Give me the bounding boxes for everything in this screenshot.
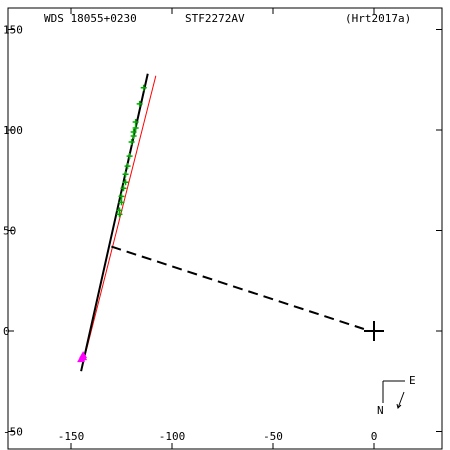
observation-plus-point [128,139,135,146]
axis-ticks [8,8,442,449]
observation-plus-point [140,84,147,91]
observation-plus-point [126,153,133,160]
observation-plus-point [132,118,139,125]
x-tick-label: -50 [263,430,283,443]
header-reference: (Hrt2017a) [345,12,411,25]
x-tick-label: 0 [371,430,378,443]
plot-frame [7,7,443,450]
observation-plus-point [124,163,131,170]
axis-tick-labels: -150 -100 -50 0 -50 0 50 100 150 [3,24,377,444]
observation-plus-point [116,211,123,218]
x-tick-label: -100 [159,430,186,443]
header-star-name: STF2272AV [185,12,245,25]
x-tick-label: -150 [58,430,85,443]
observation-plus-point [136,100,143,107]
compass-rose: E N [377,374,416,417]
observation-plus-point [118,193,125,200]
header-wds-id: WDS 18055+0230 [44,12,137,25]
observation-plus-point [130,133,137,140]
observation-plus-point [122,179,129,186]
observation-plus-point [122,171,129,178]
y-tick-label: 100 [3,124,23,137]
orbit-lines [80,73,384,372]
observation-triangle-point [77,355,86,363]
observation-plus-point [120,185,127,192]
y-tick-label: -50 [3,426,23,439]
observation-plus-point [132,124,139,131]
fit-line [84,75,157,356]
y-tick-label: 150 [3,24,23,37]
observation-points [77,84,147,363]
observation-plus-point [118,199,125,206]
compass-north-label: N [377,404,384,417]
orbit-line [80,73,149,372]
y-tick-label: 50 [3,225,16,238]
compass-east-label: E [409,374,416,387]
y-tick-label: 0 [3,325,10,338]
residual-line [111,245,365,330]
